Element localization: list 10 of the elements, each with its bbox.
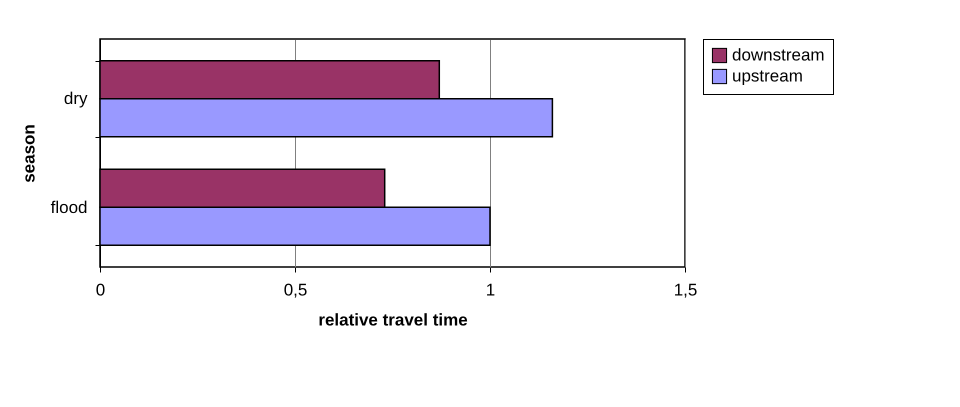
y-tick-label: flood — [50, 198, 88, 217]
x-axis-title: relative travel time — [318, 310, 468, 330]
x-tick-label: 0 — [96, 280, 106, 300]
x-tick-label: 1 — [486, 280, 496, 300]
y-axis-title: season — [20, 124, 39, 183]
x-tick-label: 0,5 — [284, 280, 308, 300]
y-tick-label: dry — [64, 89, 88, 108]
legend-label: upstream — [732, 66, 803, 86]
legend-label: downstream — [732, 46, 825, 64]
x-tick-label: 1,5 — [674, 280, 698, 300]
